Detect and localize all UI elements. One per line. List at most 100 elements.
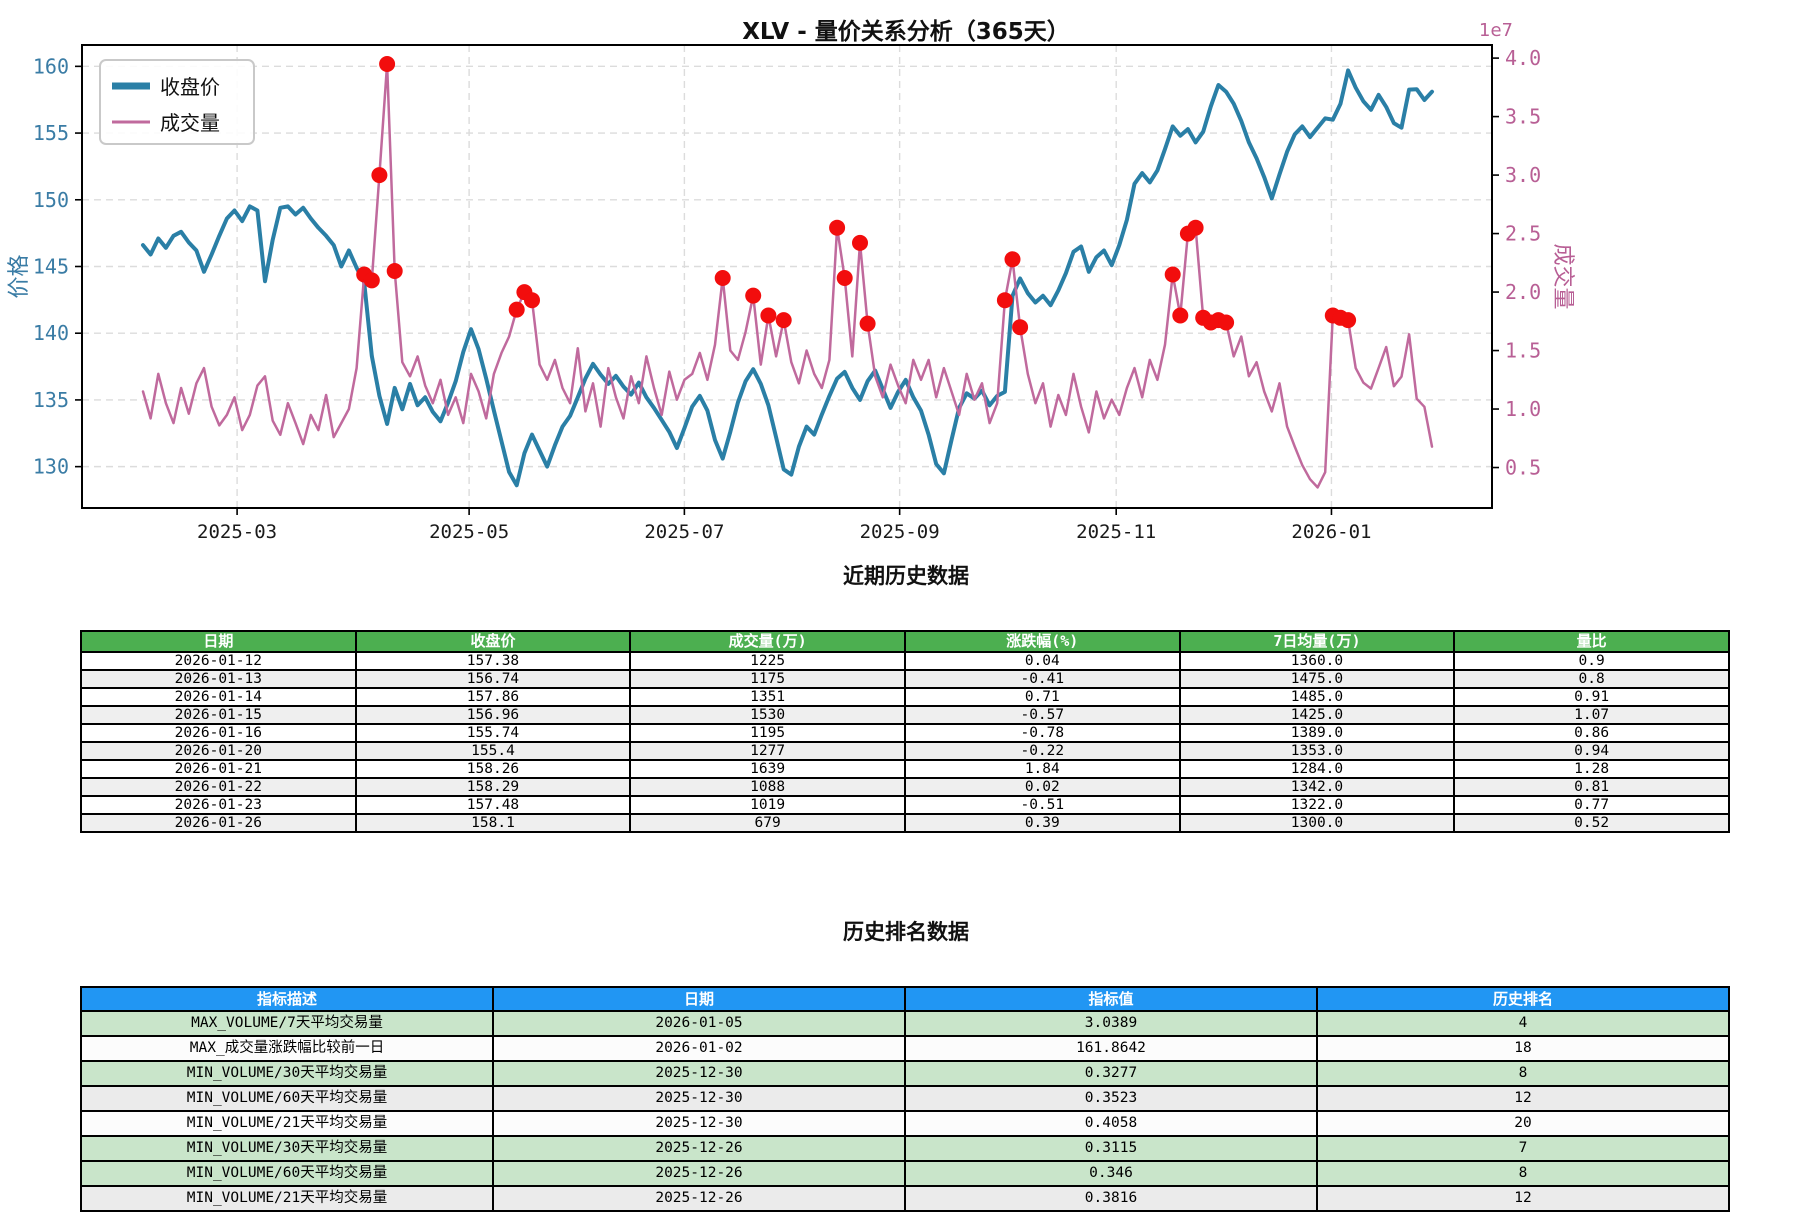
recent-history-cell: 1.07 bbox=[1453, 705, 1730, 725]
ranking-row: MIN_VOLUME/30天平均交易量 2025-12-26 0.3115 7 bbox=[80, 1135, 1730, 1162]
recent-history-cell: -0.51 bbox=[903, 795, 1181, 815]
recent-history-cell: 157.38 bbox=[354, 651, 632, 671]
recent-history-cell: 2026-01-21 bbox=[80, 759, 357, 779]
left-axis-label: 价格 bbox=[7, 254, 32, 298]
recent-history-cell: 1360.0 bbox=[1178, 651, 1456, 671]
ranking-cell: 8 bbox=[1316, 1160, 1730, 1187]
price-volume-chart: 130 135 140 145 150 155 160 价格 0.5 1.0 1.5 2.0 2.5 3.… bbox=[7, 20, 1575, 543]
recent-history-row: 2026-01-21 158.26 1639 1.84 1284.0 1.28 bbox=[80, 759, 1730, 779]
recent-history-col-5: 量比 bbox=[1453, 630, 1730, 653]
ranking-cell: 8 bbox=[1316, 1060, 1730, 1087]
ranking-row: MIN_VOLUME/21天平均交易量 2025-12-30 0.4058 20 bbox=[80, 1110, 1730, 1137]
recent-history-cell: 1475.0 bbox=[1178, 669, 1456, 689]
recent-history-cell: 0.52 bbox=[1453, 813, 1730, 833]
recent-history-cell: 2026-01-22 bbox=[80, 777, 357, 797]
recent-history-cell: 1277 bbox=[629, 741, 906, 761]
ranking-row: MIN_VOLUME/30天平均交易量 2025-12-30 0.3277 8 bbox=[80, 1060, 1730, 1087]
recent-history-cell: 0.8 bbox=[1453, 669, 1730, 689]
recent-history-cell: 0.94 bbox=[1453, 741, 1730, 761]
recent-history-row: 2026-01-20 155.4 1277 -0.22 1353.0 0.94 bbox=[80, 741, 1730, 761]
ranking-row: MIN_VOLUME/21天平均交易量 2025-12-26 0.3816 12 bbox=[80, 1185, 1730, 1212]
ranking-cell: 7 bbox=[1316, 1135, 1730, 1162]
right-axis: 0.5 1.0 1.5 2.0 2.5 3.0 3.5 4.0 1e7 成交量 bbox=[1479, 20, 1575, 480]
svg-text:3.0: 3.0 bbox=[1505, 163, 1541, 187]
ranking-row: MAX_成交量涨跌幅比较前一日 2026-01-02 161.8642 18 bbox=[80, 1035, 1730, 1062]
recent-history-cell: 1351 bbox=[629, 687, 906, 707]
ranking-cell: 0.346 bbox=[904, 1160, 1318, 1187]
recent-history-cell: -0.22 bbox=[903, 741, 1181, 761]
ranking-cell: 2025-12-26 bbox=[492, 1160, 906, 1187]
ranking-cell: 161.8642 bbox=[904, 1035, 1318, 1062]
ranking-cell: 2025-12-26 bbox=[492, 1185, 906, 1212]
recent-history-cell: 158.26 bbox=[354, 759, 632, 779]
ranking-cell: MIN_VOLUME/21天平均交易量 bbox=[80, 1185, 494, 1212]
recent-history-col-0: 日期 bbox=[80, 630, 357, 653]
recent-history-cell: 0.39 bbox=[903, 813, 1181, 833]
ranking-cell: MIN_VOLUME/21天平均交易量 bbox=[80, 1110, 494, 1137]
recent-history-cell: 0.86 bbox=[1453, 723, 1730, 743]
svg-text:1.5: 1.5 bbox=[1505, 339, 1541, 363]
recent-history-row: 2026-01-22 158.29 1088 0.02 1342.0 0.81 bbox=[80, 777, 1730, 797]
svg-text:155: 155 bbox=[33, 121, 69, 145]
svg-text:1.0: 1.0 bbox=[1505, 397, 1541, 421]
recent-history-cell: 2026-01-16 bbox=[80, 723, 357, 743]
recent-history-row: 2026-01-23 157.48 1019 -0.51 1322.0 0.77 bbox=[80, 795, 1730, 815]
svg-text:2.0: 2.0 bbox=[1505, 280, 1541, 304]
ranking-cell: 2026-01-05 bbox=[492, 1010, 906, 1037]
recent-history-cell: -0.41 bbox=[903, 669, 1181, 689]
ranking-table: 指标描述 日期 指标值 历史排名 MAX_VOLUME/7天平均交易量 2026-01-… bbox=[80, 986, 1730, 1212]
recent-history-cell: 679 bbox=[629, 813, 906, 833]
ranking-cell: 3.0389 bbox=[904, 1010, 1318, 1037]
ranking-col-2: 指标值 bbox=[904, 986, 1318, 1012]
ranking-cell: 2025-12-30 bbox=[492, 1085, 906, 1112]
ranking-cell: MIN_VOLUME/30天平均交易量 bbox=[80, 1135, 494, 1162]
recent-history-cell: 1342.0 bbox=[1178, 777, 1456, 797]
left-axis: 130 135 140 145 150 155 160 价格 bbox=[7, 54, 82, 479]
ranking-cell: 12 bbox=[1316, 1185, 1730, 1212]
ranking-cell: 0.3816 bbox=[904, 1185, 1318, 1212]
legend-close-price: 收盘价 bbox=[160, 75, 220, 99]
svg-text:2025-03: 2025-03 bbox=[197, 521, 277, 543]
recent-history-cell: 0.04 bbox=[903, 651, 1181, 671]
recent-history-cell: 0.91 bbox=[1453, 687, 1730, 707]
recent-history-cell: 157.86 bbox=[354, 687, 632, 707]
legend-volume: 成交量 bbox=[160, 111, 220, 135]
plot-area bbox=[82, 45, 1492, 508]
ranking-cell: MIN_VOLUME/60天平均交易量 bbox=[80, 1160, 494, 1187]
svg-text:2025-09: 2025-09 bbox=[860, 521, 940, 543]
recent-history-col-4: 7日均量(万) bbox=[1178, 630, 1456, 653]
svg-text:145: 145 bbox=[33, 254, 69, 278]
recent-history-cell: 1300.0 bbox=[1178, 813, 1456, 833]
ranking-cell: 0.3523 bbox=[904, 1085, 1318, 1112]
ranking-title: 历史排名数据 bbox=[843, 920, 969, 944]
ranking-row: MAX_VOLUME/7天平均交易量 2026-01-05 3.0389 4 bbox=[80, 1010, 1730, 1037]
svg-text:160: 160 bbox=[33, 54, 69, 78]
ranking-cell: 0.3115 bbox=[904, 1135, 1318, 1162]
ranking-col-3: 历史排名 bbox=[1316, 986, 1730, 1012]
recent-history-cell: 1.28 bbox=[1453, 759, 1730, 779]
recent-history-cell: 1322.0 bbox=[1178, 795, 1456, 815]
recent-history-cell: 158.29 bbox=[354, 777, 632, 797]
ranking-cell: 20 bbox=[1316, 1110, 1730, 1137]
ranking-cell: MIN_VOLUME/60天平均交易量 bbox=[80, 1085, 494, 1112]
recent-history-cell: 1225 bbox=[629, 651, 906, 671]
svg-text:0.5: 0.5 bbox=[1505, 456, 1541, 480]
svg-text:140: 140 bbox=[33, 321, 69, 345]
ranking-table-header: 指标描述 日期 指标值 历史排名 bbox=[80, 986, 1730, 1012]
ranking-col-1: 日期 bbox=[492, 986, 906, 1012]
plot-border bbox=[81, 44, 1493, 509]
recent-history-cell: 155.74 bbox=[354, 723, 632, 743]
svg-text:2.5: 2.5 bbox=[1505, 222, 1541, 246]
recent-history-cell: 1088 bbox=[629, 777, 906, 797]
recent-history-cell: 0.9 bbox=[1453, 651, 1730, 671]
recent-history-row: 2026-01-16 155.74 1195 -0.78 1389.0 0.86 bbox=[80, 723, 1730, 743]
svg-text:3.5: 3.5 bbox=[1505, 105, 1541, 129]
recent-history-cell: 156.74 bbox=[354, 669, 632, 689]
ranking-cell: MAX_VOLUME/7天平均交易量 bbox=[80, 1010, 494, 1037]
right-axis-label: 成交量 bbox=[1550, 243, 1575, 309]
recent-history-cell: 0.71 bbox=[903, 687, 1181, 707]
recent-history-cell: 158.1 bbox=[354, 813, 632, 833]
ranking-cell: 4 bbox=[1316, 1010, 1730, 1037]
ranking-row: MIN_VOLUME/60天平均交易量 2025-12-26 0.346 8 bbox=[80, 1160, 1730, 1187]
